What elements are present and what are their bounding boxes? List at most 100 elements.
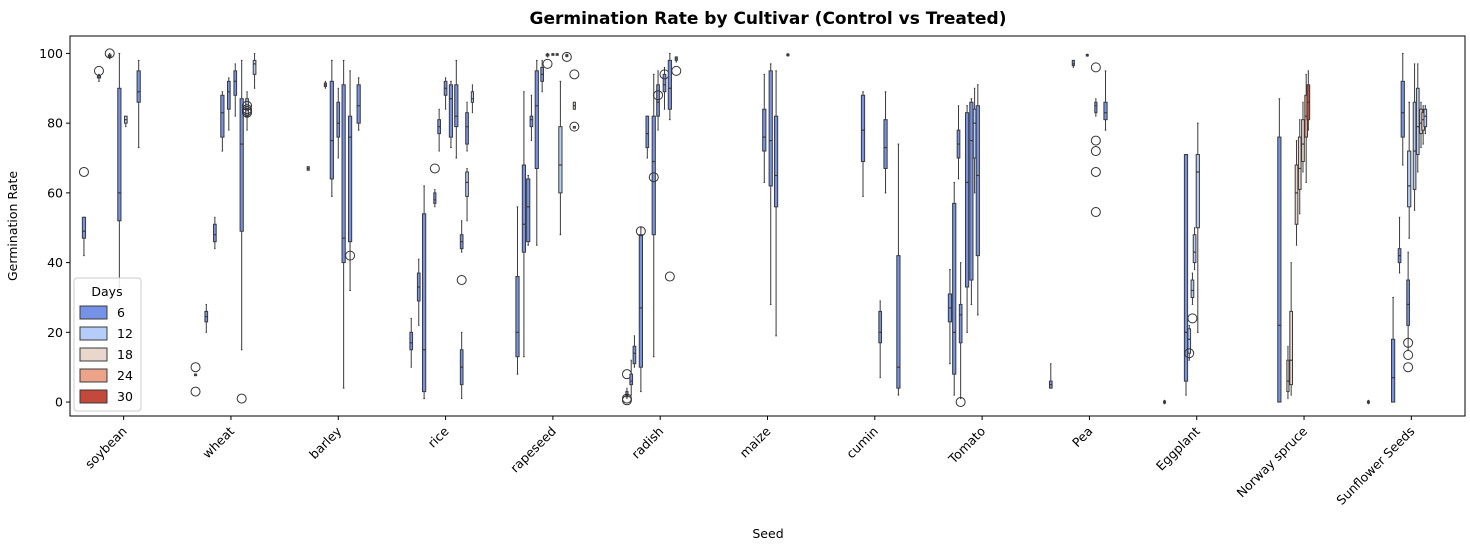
outlier-point bbox=[653, 90, 664, 101]
box-iqr bbox=[515, 276, 520, 358]
box-iqr bbox=[768, 70, 773, 187]
box-iqr bbox=[1390, 338, 1396, 403]
box-rice bbox=[429, 163, 440, 208]
box-iqr bbox=[433, 192, 437, 204]
box-iqr bbox=[638, 234, 643, 368]
box-iqr bbox=[409, 331, 414, 351]
box-rice bbox=[456, 220, 467, 286]
box-tomato bbox=[952, 181, 957, 396]
box-iqr bbox=[245, 98, 249, 117]
box-iqr bbox=[975, 105, 980, 257]
box-cumin bbox=[896, 143, 901, 396]
box-iqr bbox=[958, 303, 963, 344]
box-rice bbox=[437, 108, 441, 152]
box-iqr bbox=[233, 70, 238, 96]
x-tick-label: rapeseed bbox=[507, 424, 559, 476]
box-iqr bbox=[336, 101, 341, 138]
box-rapeseed bbox=[515, 206, 520, 375]
box-iqr bbox=[470, 91, 474, 103]
x-tick-label: Sunflower Seeds bbox=[1333, 424, 1417, 508]
legend-swatch bbox=[79, 326, 108, 341]
box-radish bbox=[653, 70, 664, 131]
box-soybean bbox=[123, 115, 128, 128]
box-iqr bbox=[521, 164, 527, 253]
box-barley bbox=[341, 59, 346, 389]
box-radish bbox=[635, 226, 646, 393]
box-iqr bbox=[878, 310, 883, 344]
box-iqr bbox=[1407, 150, 1412, 208]
box-iqr bbox=[558, 126, 563, 194]
box-wheat bbox=[204, 303, 209, 333]
box-iqr bbox=[1301, 119, 1305, 163]
box-wheat bbox=[190, 362, 201, 397]
outlier-point bbox=[955, 397, 966, 408]
box-iqr bbox=[1423, 108, 1428, 128]
legend-swatch bbox=[79, 305, 108, 320]
box-tomato bbox=[969, 98, 974, 305]
box-rapeseed bbox=[521, 91, 527, 358]
box-wheat bbox=[226, 77, 231, 131]
x-tick-label: radish bbox=[628, 424, 666, 462]
box-iqr bbox=[448, 84, 454, 138]
box-iqr bbox=[952, 202, 957, 375]
box-iqr bbox=[883, 119, 888, 169]
legend-label: 18 bbox=[117, 347, 133, 362]
box-iqr bbox=[454, 84, 459, 128]
box-radish bbox=[632, 335, 637, 368]
box-norway-spruce bbox=[1306, 70, 1311, 131]
box-barley bbox=[329, 59, 334, 197]
outlier-point bbox=[1090, 207, 1101, 218]
outlier-point bbox=[1403, 362, 1414, 373]
box-soybean bbox=[93, 65, 104, 82]
box-iqr bbox=[220, 94, 225, 138]
box-iqr bbox=[117, 87, 122, 222]
box-iqr bbox=[1400, 80, 1405, 138]
box-rapeseed bbox=[561, 51, 572, 62]
box-sunflower-seeds bbox=[1390, 296, 1396, 403]
legend-swatch bbox=[79, 347, 108, 362]
box-rice bbox=[459, 331, 464, 400]
box-iqr bbox=[632, 345, 637, 365]
x-tick-label: Norway spruce bbox=[1233, 423, 1310, 500]
box-rice bbox=[465, 167, 469, 222]
x-axis-label: Seed bbox=[752, 526, 783, 541]
box-iqr bbox=[1071, 59, 1075, 67]
box-rapeseed bbox=[551, 52, 555, 56]
box-iqr bbox=[1406, 279, 1410, 326]
legend-items: 6 12 18 24 30 bbox=[79, 305, 133, 404]
box-rapeseed bbox=[569, 69, 580, 132]
box-rice bbox=[470, 84, 474, 114]
legend-title: Days bbox=[91, 284, 122, 299]
outlier-point bbox=[93, 65, 104, 76]
box-iqr bbox=[656, 84, 660, 117]
box-wheat bbox=[252, 52, 257, 89]
box-pea bbox=[1048, 363, 1053, 389]
box-wheat bbox=[220, 91, 225, 152]
box-iqr bbox=[526, 178, 531, 243]
box-sunflower-seeds bbox=[1407, 101, 1412, 239]
box-rapeseed bbox=[555, 52, 559, 56]
y-tick-label: 0 bbox=[55, 395, 63, 410]
outlier-point bbox=[1403, 337, 1414, 348]
outlier-point bbox=[648, 172, 659, 183]
box-soybean bbox=[104, 48, 115, 60]
box-iqr bbox=[1412, 101, 1417, 190]
box-iqr bbox=[529, 115, 534, 128]
box-iqr bbox=[136, 70, 141, 103]
outlier-point bbox=[429, 163, 440, 174]
box-iqr bbox=[1190, 279, 1195, 298]
y-axis: 0 20 40 60 80 100 bbox=[39, 46, 70, 410]
box-iqr bbox=[239, 98, 244, 232]
box-rapeseed bbox=[542, 52, 553, 69]
box-radish bbox=[664, 52, 675, 282]
x-tick-label: Eggplant bbox=[1153, 423, 1203, 473]
box-radish bbox=[648, 73, 659, 358]
box-iqr bbox=[645, 115, 650, 149]
box-soybean bbox=[136, 59, 141, 149]
box-pea bbox=[1103, 70, 1108, 131]
x-tick-label: soybean bbox=[82, 424, 130, 472]
box-radish bbox=[629, 359, 634, 396]
outlier-point bbox=[456, 275, 467, 286]
box-rapeseed bbox=[540, 59, 544, 93]
box-iqr bbox=[762, 108, 767, 152]
